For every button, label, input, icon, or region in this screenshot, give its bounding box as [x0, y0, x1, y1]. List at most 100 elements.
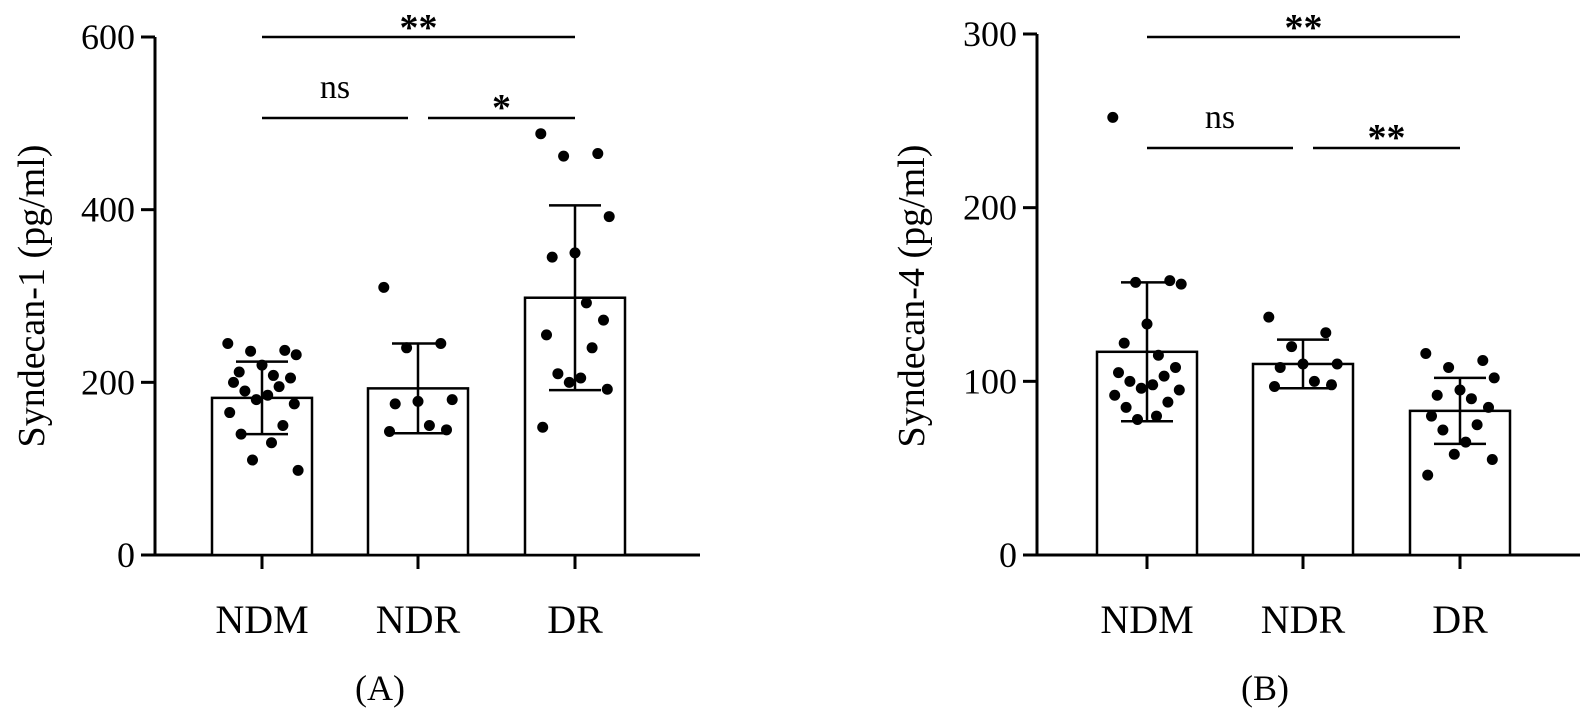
x-tick-label-ndr: NDR [376, 597, 461, 642]
y-axis-label: Syndecan-1 (pg/ml) [11, 145, 53, 448]
y-tick-label: 200 [963, 188, 1017, 228]
y-tick-label: 200 [81, 362, 135, 402]
data-point [535, 128, 547, 140]
significance-label: ** [1285, 7, 1323, 49]
data-point [1263, 311, 1275, 323]
data-point [224, 407, 236, 419]
x-tick-label-ndr: NDR [1261, 597, 1346, 642]
data-point [1422, 469, 1434, 481]
data-point [1107, 111, 1119, 123]
data-point [266, 437, 277, 449]
data-point [245, 345, 257, 357]
significance-label: ** [400, 7, 438, 49]
y-tick-label: 0 [999, 535, 1017, 575]
data-point [279, 344, 291, 356]
significance-label: * [492, 87, 511, 129]
x-tick-label-dr: DR [1432, 597, 1488, 642]
data-point [267, 369, 279, 381]
data-point [401, 342, 413, 354]
data-point [546, 251, 558, 263]
data-point [288, 398, 300, 410]
data-point [1308, 375, 1320, 387]
data-point [592, 148, 604, 160]
data-point [1173, 384, 1185, 396]
data-point [435, 337, 447, 349]
plot-area: 0 100 200 300 NDM NDR DR ** ns ** [963, 7, 1580, 642]
data-point [558, 150, 570, 162]
data-point [1151, 410, 1162, 422]
data-point [1162, 396, 1174, 408]
significance-label: ns [1205, 99, 1235, 136]
data-point [1113, 367, 1124, 379]
data-point [1147, 379, 1159, 391]
data-point [1164, 275, 1176, 287]
y-tick-label: 400 [81, 190, 135, 230]
y-axis-label: Syndecan-4 (pg/ml) [891, 145, 933, 448]
data-point [1175, 278, 1187, 290]
data-point [1274, 361, 1286, 373]
data-point [603, 211, 615, 223]
data-point [1426, 410, 1437, 422]
data-point [1471, 419, 1483, 431]
data-point [441, 424, 452, 436]
data-point [1152, 349, 1164, 361]
data-point [1132, 414, 1143, 426]
data-point [552, 368, 564, 380]
data-point [1431, 389, 1443, 401]
data-point [563, 376, 575, 388]
data-point [1120, 401, 1132, 413]
data-point [1448, 448, 1460, 460]
data-point [423, 420, 435, 431]
data-point [233, 366, 245, 378]
data-point [222, 337, 234, 349]
data-point [1465, 393, 1477, 405]
plot-area: 0 200 400 600 NDM NDR DR ** ns * [81, 7, 700, 642]
data-point [601, 383, 613, 395]
data-point [384, 426, 395, 438]
data-point [446, 394, 458, 406]
x-tick-label-ndm: NDM [215, 597, 308, 642]
panel-a-chart: Syndecan-1 (pg/ml) 0 200 400 600 NDM NDR DR ** n… [11, 7, 700, 708]
data-point [256, 359, 268, 371]
data-point [1124, 375, 1136, 387]
panel-label: (A) [355, 668, 405, 708]
data-point [235, 428, 247, 440]
significance-label: ** [1368, 117, 1406, 159]
data-point [1109, 389, 1121, 401]
bar-ndr [1251, 362, 1355, 557]
data-point [292, 464, 304, 476]
data-point [1488, 372, 1500, 384]
data-point [1477, 354, 1489, 366]
data-point [580, 297, 592, 309]
panel-b-chart: Syndecan-4 (pg/ml) 0 100 200 300 NDM NDR DR ** n… [891, 7, 1580, 708]
data-point [575, 372, 587, 384]
data-point [1326, 379, 1337, 391]
x-tick-label-ndm: NDM [1100, 597, 1193, 642]
data-point [1443, 361, 1455, 373]
data-point [1135, 382, 1147, 394]
data-point [1269, 381, 1280, 393]
data-point [1297, 358, 1309, 370]
data-point [228, 376, 239, 388]
panel-label: (B) [1241, 668, 1289, 708]
data-point [273, 381, 285, 393]
data-point [1158, 370, 1170, 382]
y-tick-label: 0 [117, 535, 135, 575]
data-point [412, 395, 424, 407]
data-point [1460, 436, 1472, 448]
significance-label: ns [320, 69, 350, 106]
data-point [598, 314, 609, 326]
data-point [541, 329, 552, 341]
data-point [1320, 327, 1332, 339]
data-point [1118, 337, 1130, 349]
data-point [1141, 318, 1153, 330]
data-point [239, 385, 251, 397]
data-point [586, 342, 598, 354]
data-point [247, 454, 258, 466]
data-point [1170, 361, 1181, 373]
data-point [277, 420, 289, 431]
data-point [569, 247, 581, 259]
data-point [1483, 401, 1494, 413]
data-point [1437, 424, 1449, 436]
